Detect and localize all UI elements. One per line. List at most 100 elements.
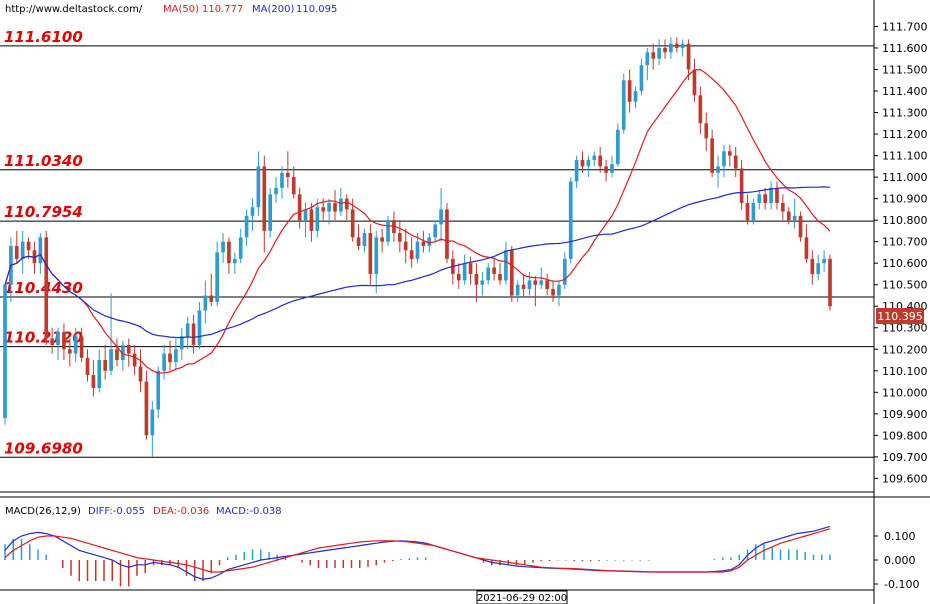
- candle: [374, 230, 379, 294]
- candle: [403, 228, 408, 264]
- ma50-value: 110.777: [202, 4, 243, 15]
- candle: [568, 177, 573, 264]
- time-label: 2021-06-29 02:00: [476, 590, 568, 604]
- candle: [574, 155, 579, 188]
- price-tick-label: 110.800: [882, 214, 928, 227]
- candle: [633, 86, 638, 109]
- candle: [421, 230, 426, 253]
- candle: [91, 360, 96, 397]
- candle: [586, 155, 591, 178]
- candle: [44, 230, 49, 345]
- candle: [786, 207, 791, 225]
- candle: [26, 237, 31, 259]
- candle: [698, 86, 703, 135]
- candle: [397, 220, 402, 253]
- candle: [598, 146, 603, 173]
- candle: [56, 327, 60, 361]
- candle: [138, 349, 143, 393]
- candle: [227, 237, 231, 274]
- candle: [498, 263, 502, 285]
- price-tick-label: 110.500: [882, 279, 928, 292]
- level-label: 111.6100: [4, 28, 83, 46]
- candle: [627, 69, 632, 113]
- candle: [232, 252, 237, 274]
- candle: [474, 263, 479, 302]
- candle: [674, 37, 679, 53]
- candle: [604, 159, 608, 182]
- price-tick-label: 111.400: [882, 85, 928, 98]
- candle: [20, 230, 25, 274]
- macd-tick-label: 0.100: [884, 530, 916, 543]
- candle: [185, 316, 190, 350]
- candle: [362, 228, 367, 253]
- macd-tick-label: 0.000: [884, 554, 916, 567]
- price-tick-label: 109.800: [882, 429, 928, 442]
- candle: [716, 155, 720, 188]
- candle: [610, 155, 614, 178]
- price-tick-label: 111.500: [882, 63, 928, 76]
- candle: [215, 241, 219, 307]
- candle: [798, 211, 803, 242]
- price-tick-label: 111.200: [882, 128, 928, 141]
- candle: [150, 400, 155, 457]
- candle: [197, 301, 202, 350]
- moving-averages: [4, 68, 831, 374]
- candle: [669, 37, 673, 59]
- candle: [480, 271, 485, 296]
- candle: [303, 202, 308, 238]
- candle: [126, 338, 131, 367]
- candle: [439, 187, 443, 242]
- price-tick-label: 111.600: [882, 42, 928, 55]
- price-tick-label: 110.600: [882, 257, 928, 270]
- candle: [456, 263, 461, 290]
- candle: [733, 146, 738, 178]
- candle: [238, 228, 243, 264]
- candle: [775, 181, 779, 210]
- level-label: 110.7954: [4, 203, 83, 221]
- price-axis: 111.700 111.600 111.500 111.400 111.300 111.2…: [874, 20, 928, 485]
- price-tick-label: 110.000: [882, 386, 928, 399]
- candle: [433, 220, 438, 242]
- candle: [686, 39, 691, 81]
- candle: [327, 198, 331, 225]
- candle: [557, 280, 561, 307]
- candle: [274, 177, 278, 203]
- candle: [645, 47, 650, 81]
- candle: [132, 344, 137, 376]
- candle: [492, 258, 496, 281]
- candle: [356, 224, 361, 251]
- candle: [521, 273, 526, 298]
- candle: [380, 228, 384, 253]
- candle: [38, 233, 43, 274]
- candle: [79, 327, 84, 363]
- price-tick-label: 111.300: [882, 107, 928, 120]
- candle: [339, 187, 343, 216]
- candle: [745, 194, 750, 225]
- candle: [144, 370, 149, 440]
- candle: [315, 198, 320, 238]
- candle: [545, 273, 549, 296]
- candle: [616, 123, 620, 167]
- candle: [386, 215, 390, 246]
- candle: [62, 323, 66, 361]
- candle: [291, 166, 296, 199]
- candle: [509, 245, 514, 302]
- candle: [527, 271, 532, 296]
- ma50-label: MA(50): [163, 4, 199, 15]
- current-price-value: 110.395: [877, 310, 923, 323]
- candle: [692, 58, 697, 102]
- candle: [727, 144, 732, 167]
- candle: [409, 237, 414, 268]
- candle: [221, 233, 225, 264]
- price-tick-label: 109.600: [882, 472, 928, 485]
- candle: [168, 340, 172, 371]
- current-price-tag: 110.395: [876, 308, 924, 324]
- ma200-line: [4, 186, 831, 339]
- candle: [551, 280, 555, 302]
- macd-label: MACD(26,12,9): [5, 506, 81, 517]
- ma50-line: [4, 68, 831, 374]
- candles: [3, 37, 832, 457]
- candle: [639, 58, 644, 96]
- candle: [368, 224, 373, 285]
